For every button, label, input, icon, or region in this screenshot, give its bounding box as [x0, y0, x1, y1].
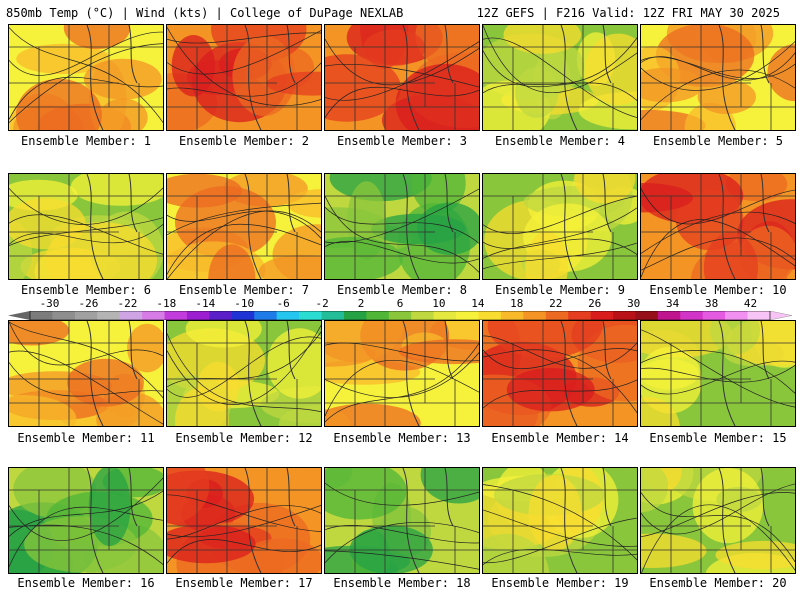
colorbar-swatch	[186, 311, 210, 320]
colorbar-tick-label: -6	[276, 297, 290, 310]
ensemble-member-label: Ensemble Member: 4	[494, 134, 626, 148]
colorbar-swatch	[254, 311, 277, 320]
colorbar-swatch	[545, 311, 569, 320]
ensemble-member-map	[640, 173, 796, 280]
colorbar-tick-label: 22	[549, 297, 563, 310]
colorbar-swatch	[680, 311, 704, 320]
ensemble-member-map	[324, 24, 480, 131]
ensemble-member-map	[8, 467, 164, 574]
colorbar-tick-label: 2	[357, 297, 365, 310]
ensemble-member-label: Ensemble Member: 17	[175, 576, 313, 590]
colorbar-swatch	[523, 311, 547, 320]
colorbar-swatch	[388, 311, 412, 320]
colorbar-tick-label: 14	[471, 297, 485, 310]
colorbar-tick-label: 38	[704, 297, 719, 310]
colorbar-swatch	[276, 311, 300, 320]
colorbar-swatch	[97, 311, 120, 320]
ensemble-member-map	[324, 173, 480, 280]
chart-title: 850mb Temp (°C) | Wind (kts) | College o…	[6, 6, 404, 20]
colorbar-swatch	[52, 311, 76, 320]
colorbar-swatch	[568, 311, 591, 320]
ensemble-member-map	[8, 24, 164, 131]
colorbar-tick-label: -2	[315, 297, 329, 310]
ensemble-member-label: Ensemble Member: 19	[491, 576, 629, 590]
colorbar-swatch	[299, 311, 322, 320]
colorbar-swatch	[142, 311, 165, 320]
ensemble-member-label: Ensemble Member: 15	[649, 431, 787, 445]
colorbar-tick-label: -14	[195, 297, 216, 310]
colorbar-swatch	[321, 311, 345, 320]
ensemble-member-map	[482, 24, 638, 131]
ensemble-member-label: Ensemble Member: 8	[336, 283, 468, 297]
colorbar-swatch	[231, 311, 255, 320]
colorbar-swatch	[747, 311, 771, 320]
colorbar-tick-label: 30	[627, 297, 641, 310]
ensemble-member-label: Ensemble Member: 16	[17, 576, 155, 590]
colorbar-swatch	[209, 311, 233, 320]
colorbar-swatch	[702, 311, 726, 320]
colorbar-tick-label: -10	[234, 297, 255, 310]
colorbar-swatch	[456, 311, 479, 320]
colorbar-swatch	[635, 311, 659, 320]
colorbar-swatch	[657, 311, 681, 320]
ensemble-member-label: Ensemble Member: 20	[649, 576, 787, 590]
colorbar-tick-label: 34	[665, 297, 680, 310]
ensemble-member-label: Ensemble Member: 14	[491, 431, 629, 445]
ensemble-member-label: Ensemble Member: 11	[17, 431, 155, 445]
colorbar-tick-label: 10	[432, 297, 446, 310]
ensemble-member-map	[166, 173, 322, 280]
ensemble-member-map	[166, 320, 322, 427]
colorbar-swatch	[343, 311, 367, 320]
ensemble-member-map	[324, 320, 480, 427]
colorbar-swatch	[119, 311, 143, 320]
colorbar-swatch	[433, 311, 457, 320]
colorbar-swatch	[74, 311, 98, 320]
colorbar-tick-label: 6	[396, 297, 404, 310]
ensemble-member-label: Ensemble Member: 6	[20, 283, 152, 297]
ensemble-member-label: Ensemble Member: 13	[333, 431, 471, 445]
colorbar-swatch	[725, 311, 748, 320]
ensemble-member-map	[482, 467, 638, 574]
colorbar-swatch	[590, 311, 614, 320]
ensemble-member-label: Ensemble Member: 1	[20, 134, 152, 148]
ensemble-member-label: Ensemble Member: 3	[336, 134, 468, 148]
colorbar-tick-label: 18	[510, 297, 524, 310]
colorbar-tick-label: 42	[743, 297, 758, 310]
colorbar-tick-label: -30	[39, 297, 60, 310]
colorbar-swatch	[613, 311, 636, 320]
temperature-colorbar	[8, 311, 792, 320]
model-run-info: 12Z GEFS | F216 Valid: 12Z FRI MAY 30 20…	[476, 6, 780, 20]
colorbar-tick-label: -18	[156, 297, 177, 310]
ensemble-member-map	[640, 320, 796, 427]
ensemble-member-label: Ensemble Member: 7	[178, 283, 310, 297]
ensemble-member-label: Ensemble Member: 2	[178, 134, 310, 148]
ensemble-member-label: Ensemble Member: 9	[494, 283, 626, 297]
ensemble-member-map	[482, 320, 638, 427]
ensemble-member-label: Ensemble Member: 10	[649, 283, 787, 297]
ensemble-member-label: Ensemble Member: 18	[333, 576, 471, 590]
ensemble-member-label: Ensemble Member: 12	[175, 431, 313, 445]
ensemble-member-map	[8, 173, 164, 280]
ensemble-member-map	[166, 467, 322, 574]
colorbar-swatch	[164, 311, 188, 320]
ensemble-member-map	[166, 24, 322, 131]
ensemble-member-label: Ensemble Member: 5	[652, 134, 784, 148]
colorbar-swatch	[500, 311, 524, 320]
ensemble-member-map	[482, 173, 638, 280]
colorbar-tick-label: -22	[117, 297, 138, 310]
ensemble-member-map	[640, 467, 796, 574]
ensemble-member-map	[640, 24, 796, 131]
colorbar-swatch	[411, 311, 434, 320]
ensemble-member-map	[324, 467, 480, 574]
colorbar-swatch	[478, 311, 502, 320]
colorbar-tick-label: 26	[588, 297, 602, 310]
ensemble-member-map	[8, 320, 164, 427]
colorbar-swatch	[30, 311, 53, 320]
colorbar-swatch	[366, 311, 390, 320]
colorbar-tick-label: -26	[78, 297, 99, 310]
